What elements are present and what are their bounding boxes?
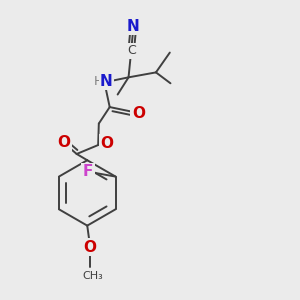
- Text: C: C: [127, 44, 136, 57]
- Text: N: N: [100, 74, 113, 89]
- Text: O: O: [57, 135, 70, 150]
- Text: N: N: [127, 19, 140, 34]
- Text: F: F: [82, 164, 93, 179]
- Text: H: H: [94, 75, 103, 88]
- Text: O: O: [100, 136, 114, 151]
- Text: O: O: [84, 240, 97, 255]
- Text: CH₃: CH₃: [83, 271, 104, 281]
- Text: O: O: [132, 106, 145, 121]
